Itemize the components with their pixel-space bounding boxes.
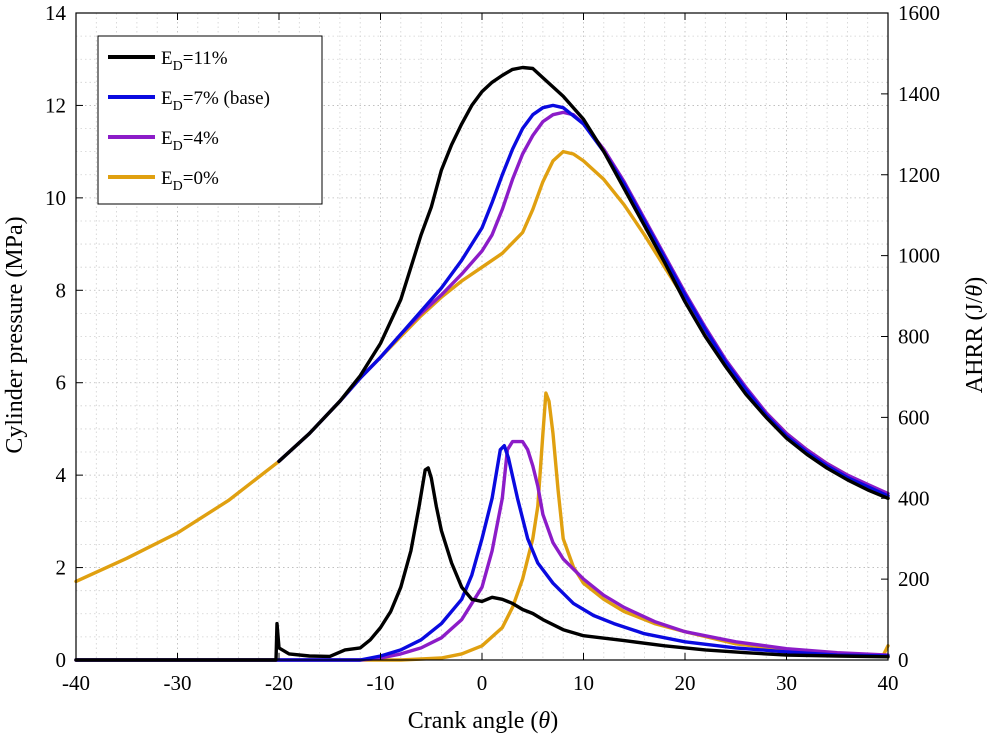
tick-marks (75, 12, 889, 661)
ahrr-line-ed-11 (74, 466, 890, 662)
x-tick-label: 40 (878, 671, 899, 695)
y-right-tick-label: 0 (898, 648, 909, 672)
legend: ED=11% ED=7% (base) ED=4% ED=0% (97, 35, 323, 205)
y-right-tick-label: 1400 (898, 82, 940, 106)
pressure-line-ed-11 (277, 65, 890, 500)
series-lines (74, 65, 890, 662)
y-left-tick-label: 10 (45, 186, 66, 210)
legend-label: ED=0% (161, 168, 219, 194)
x-tick-label: -30 (164, 671, 192, 695)
y-right-tick-label: 400 (898, 486, 930, 510)
ahrr-line-ed-7-base (74, 444, 890, 662)
x-tick-label: -20 (265, 671, 293, 695)
y-left-tick-label: 12 (45, 93, 66, 117)
y-right-axis-title: AHRR (J/θ) (962, 277, 988, 393)
y-left-tick-label: 14 (45, 1, 67, 25)
ahrr-line-ed-4 (74, 439, 890, 662)
legend-label: ED=11% (161, 48, 228, 74)
y-right-tick-label: 1200 (898, 163, 940, 187)
y-left-tick-label: 6 (56, 371, 67, 395)
legend-label: ED=7% (base) (161, 88, 270, 114)
y-left-tick-label: 8 (56, 278, 67, 302)
y-right-tick-label: 200 (898, 567, 930, 591)
x-axis-tick-labels: -40 -30 -20 -10 0 10 20 30 40 (62, 671, 899, 695)
x-tick-label: -40 (62, 671, 90, 695)
y-left-axis-title: Cylinder pressure (MPa) (2, 216, 28, 453)
y-right-tick-label: 1600 (898, 1, 940, 25)
x-tick-label: -10 (367, 671, 395, 695)
y-left-tick-label: 2 (56, 556, 67, 580)
y-left-tick-label: 4 (56, 463, 67, 487)
legend-label: ED=4% (161, 128, 219, 154)
y-left-tick-label: 0 (56, 648, 67, 672)
y-right-axis-tick-labels: 0 200 400 600 800 1000 1200 1400 1600 (898, 1, 940, 672)
y-right-tick-label: 800 (898, 325, 930, 349)
y-right-tick-label: 1000 (898, 244, 940, 268)
x-tick-label: 20 (675, 671, 696, 695)
x-tick-label: 10 (573, 671, 594, 695)
x-tick-label: 30 (776, 671, 797, 695)
x-tick-label: 0 (477, 671, 488, 695)
y-left-axis-tick-labels: 0 2 4 6 8 10 12 14 (45, 1, 67, 672)
y-right-tick-label: 600 (898, 405, 930, 429)
x-axis-title: Crank angle (θ) (408, 708, 558, 734)
